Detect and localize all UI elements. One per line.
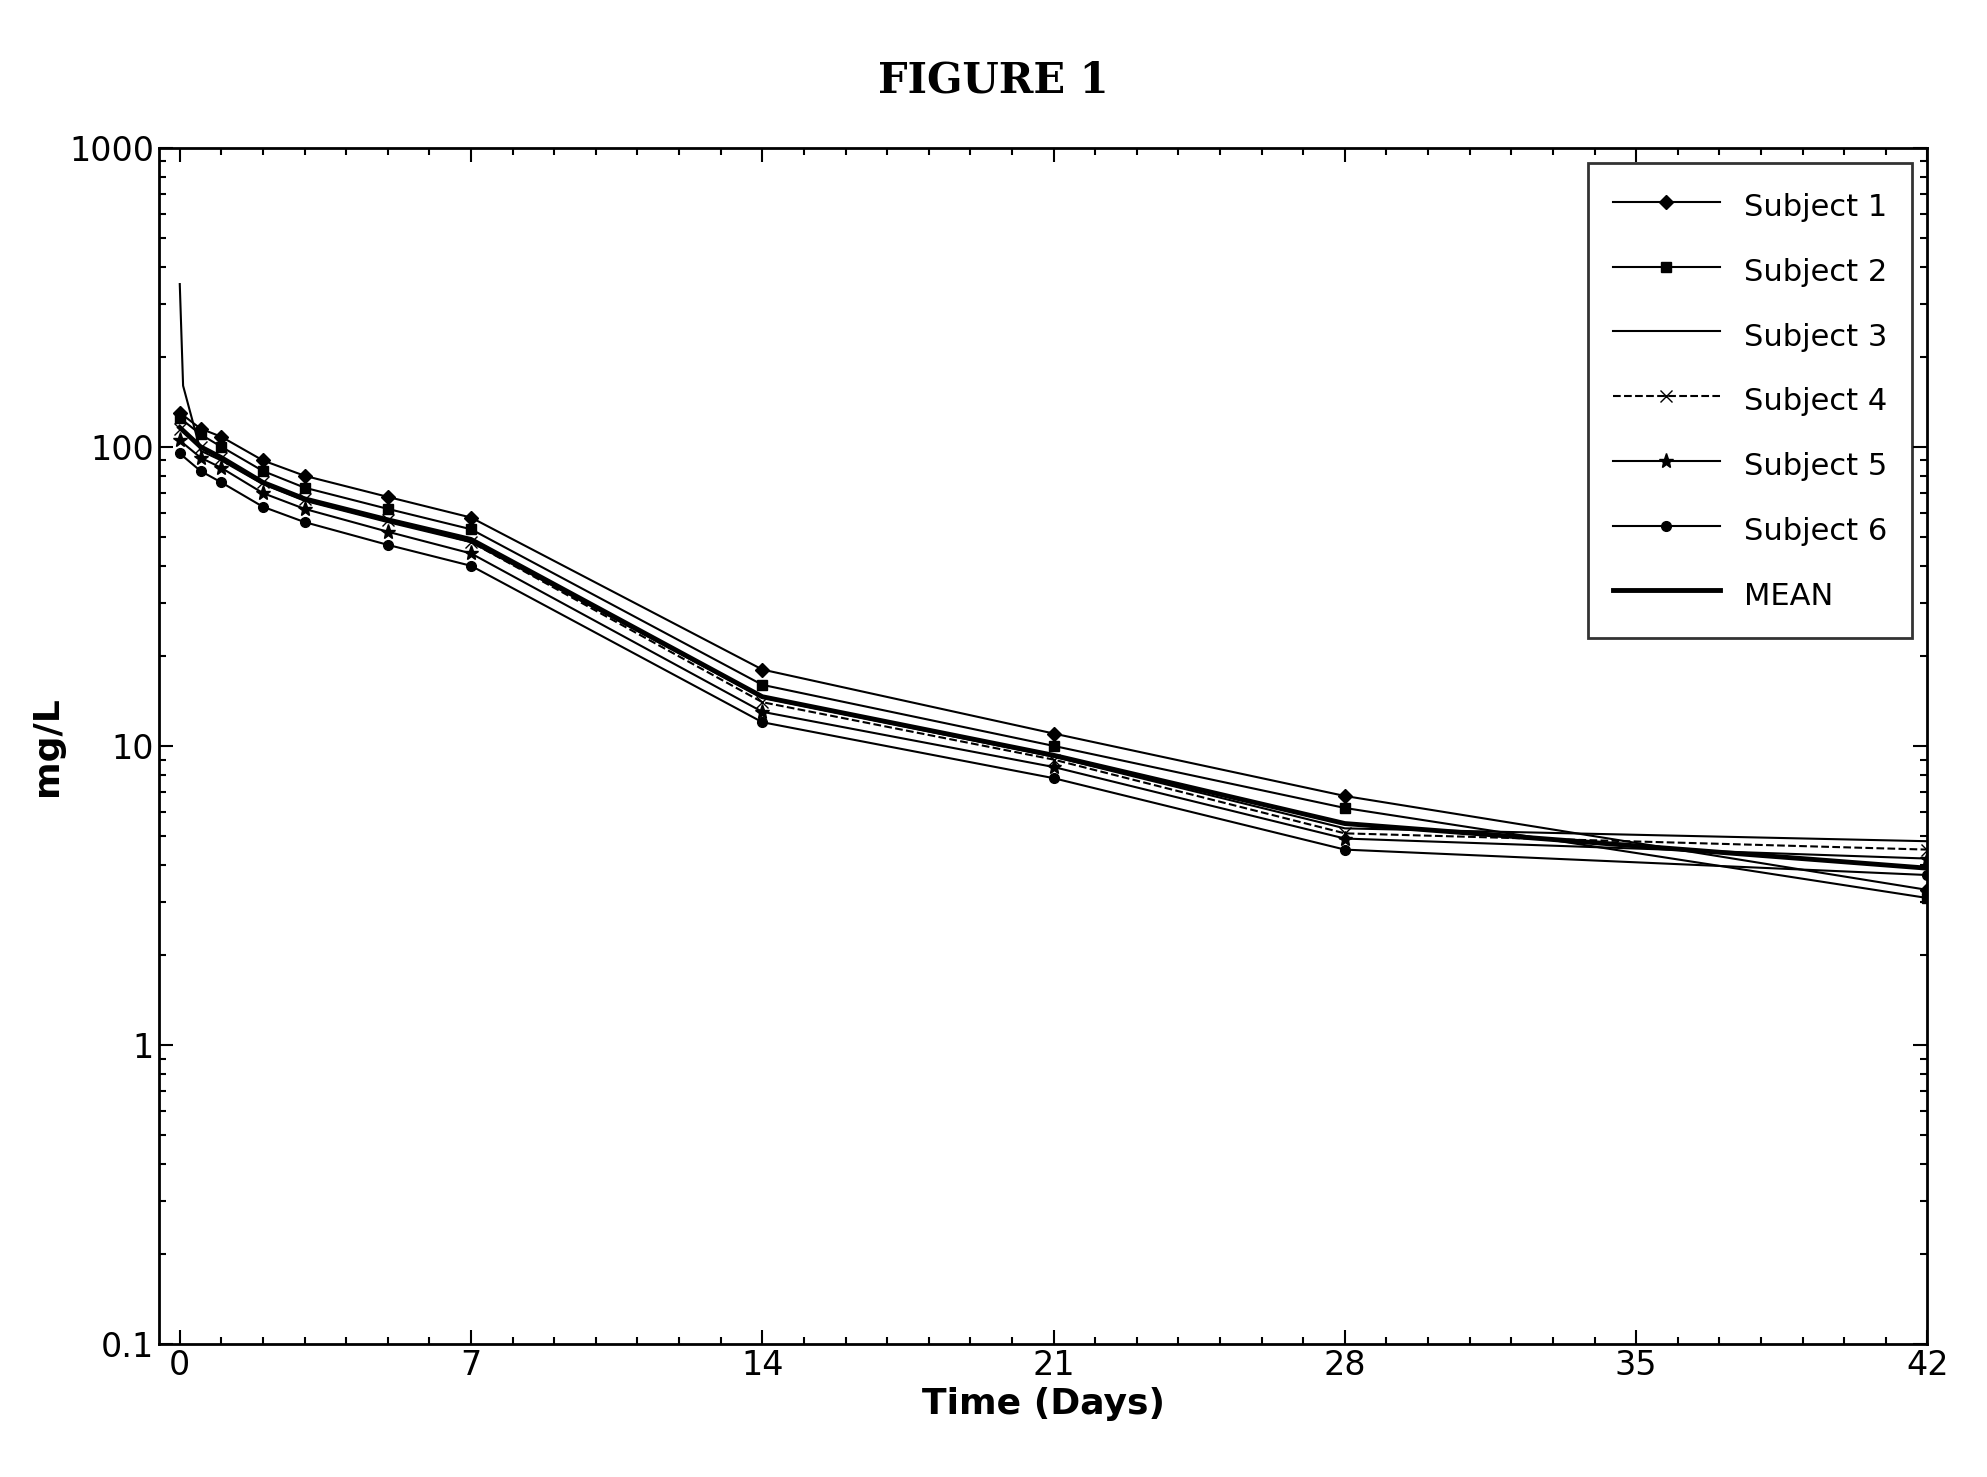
Text: FIGURE 1: FIGURE 1 (878, 59, 1109, 100)
X-axis label: Time (Days): Time (Days) (922, 1387, 1164, 1421)
Legend: Subject 1, Subject 2, Subject 3, Subject 4, Subject 5, Subject 6, MEAN: Subject 1, Subject 2, Subject 3, Subject… (1588, 162, 1911, 638)
Y-axis label: mg/L: mg/L (30, 696, 64, 796)
